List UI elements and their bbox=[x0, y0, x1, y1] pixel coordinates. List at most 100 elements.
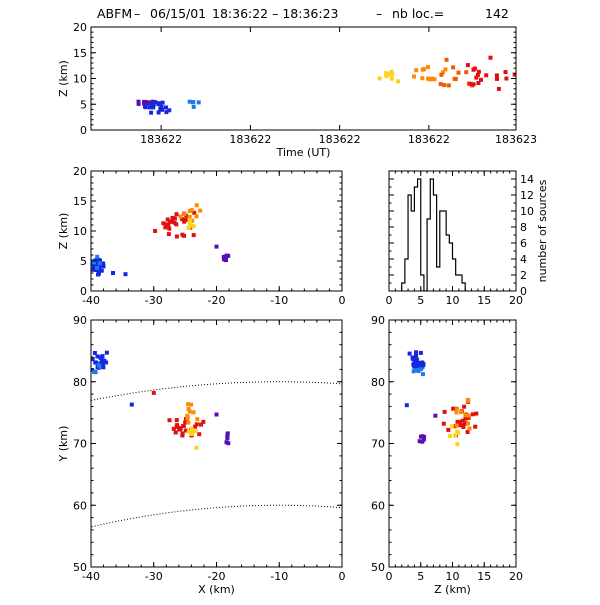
ytick-label-histogram-0: 0 bbox=[520, 285, 527, 298]
source-point-time_height-red bbox=[476, 81, 481, 85]
source-point-time_height-orange bbox=[427, 76, 432, 81]
source-point-zy-blue bbox=[407, 351, 412, 356]
source-point-time_height-red bbox=[468, 81, 473, 86]
source-point-xy-orange bbox=[187, 409, 192, 414]
source-point-xy-single-3 bbox=[194, 445, 199, 450]
plot-area-xy bbox=[91, 350, 342, 528]
xtick-label-xz-4: 0 bbox=[339, 294, 346, 307]
source-point-xy-yellow bbox=[193, 429, 198, 434]
source-point-time_height-red bbox=[476, 69, 481, 74]
source-point-zy-yellow bbox=[455, 429, 460, 434]
xtick-label-xy-2: -20 bbox=[208, 570, 226, 583]
source-point-time_height-blue bbox=[160, 107, 165, 112]
source-point-xz-blue bbox=[101, 261, 106, 266]
source-point-zy-red bbox=[463, 416, 468, 421]
source-point-time_height-violet bbox=[146, 100, 151, 105]
source-point-time_height-red bbox=[471, 67, 476, 72]
source-point-time_height-red bbox=[475, 72, 480, 77]
ytick-label-histogram-1: 2 bbox=[520, 269, 527, 282]
source-point-xy-orange bbox=[186, 407, 191, 411]
source-point-zy-red bbox=[452, 424, 457, 429]
source-point-time_height-red bbox=[512, 72, 516, 77]
source-point-xy-yellow bbox=[186, 429, 191, 434]
source-point-xz-red bbox=[172, 216, 177, 221]
source-point-zy-lightblue bbox=[411, 369, 416, 374]
source-point-zy-blue bbox=[411, 362, 416, 367]
ytick-label-time_height-2: 10 bbox=[73, 73, 87, 86]
figure-title-dash-2: – bbox=[376, 6, 382, 21]
range-arc-1 bbox=[91, 504, 342, 528]
ytick-label-xz-1: 5 bbox=[80, 255, 87, 268]
source-point-time_height-orange bbox=[412, 74, 416, 79]
source-point-zy-orange bbox=[466, 421, 470, 426]
source-point-xy-orange bbox=[186, 402, 191, 407]
source-point-zy-red bbox=[466, 415, 471, 420]
source-point-time_height-orange bbox=[420, 76, 425, 81]
source-point-xy-red bbox=[183, 428, 188, 433]
ytick-label-xy-4: 90 bbox=[73, 314, 87, 327]
source-point-xy-red bbox=[180, 433, 185, 438]
source-point-time_height-blue bbox=[151, 102, 156, 107]
source-point-time_height-blue bbox=[147, 105, 152, 110]
source-point-zy-blue bbox=[410, 356, 415, 361]
ytick-label-zy-4: 90 bbox=[371, 314, 385, 327]
source-point-time_height-red bbox=[488, 55, 493, 60]
source-point-xy-blue bbox=[100, 364, 105, 369]
source-point-time_height-red bbox=[494, 73, 499, 78]
source-point-time_height-darkorange bbox=[442, 83, 447, 88]
source-point-xz-lightblue bbox=[97, 261, 102, 266]
source-point-zy-blue bbox=[413, 357, 418, 362]
figure-title-count: 142 bbox=[485, 6, 509, 21]
xtick-label-xy-4: 0 bbox=[339, 570, 346, 583]
source-point-xz-red bbox=[182, 219, 187, 224]
source-point-xz-red bbox=[170, 216, 175, 220]
source-point-xz-lightblue bbox=[95, 266, 100, 270]
source-point-xy-red bbox=[199, 422, 203, 427]
source-point-zy-violet bbox=[417, 439, 422, 444]
ytick-label-xz-4: 20 bbox=[73, 165, 87, 178]
source-point-xz-yellow bbox=[187, 220, 192, 225]
source-point-xy-single-1 bbox=[151, 390, 156, 395]
source-point-time_height-orange bbox=[443, 67, 448, 72]
source-point-xy-blue bbox=[104, 350, 109, 355]
source-point-xy-red bbox=[175, 424, 179, 429]
source-point-time_height-red bbox=[503, 70, 508, 74]
source-point-xy-red bbox=[178, 426, 183, 430]
source-point-time_height-blue bbox=[156, 110, 161, 115]
source-point-xy-yellow bbox=[190, 428, 194, 433]
source-point-zy-single-1 bbox=[433, 413, 438, 418]
source-point-xz-orange bbox=[194, 203, 199, 208]
source-point-zy-orange bbox=[459, 410, 463, 415]
source-point-zy-lightblue bbox=[419, 367, 424, 372]
xtick-label-zy-3: 15 bbox=[477, 570, 491, 583]
source-point-time_height-blue bbox=[149, 104, 154, 109]
source-point-zy-lightblue bbox=[420, 372, 425, 377]
source-point-xz-red bbox=[174, 234, 179, 239]
frame-xy bbox=[90, 319, 343, 568]
source-point-xy-blue bbox=[92, 351, 97, 355]
ylabel-time_height: Z (km) bbox=[57, 60, 70, 97]
source-point-xz-red bbox=[167, 226, 172, 231]
source-point-xz-yellow bbox=[186, 225, 191, 230]
ytick-label-xz-2: 10 bbox=[73, 225, 87, 238]
source-point-xz-violet bbox=[221, 254, 226, 259]
source-point-zy-red bbox=[451, 406, 456, 411]
ytick-label-histogram-2: 4 bbox=[520, 253, 527, 266]
range-arc-0 bbox=[91, 381, 342, 401]
ytick-label-zy-2: 70 bbox=[371, 438, 385, 451]
ytick-label-histogram-4: 8 bbox=[520, 221, 527, 234]
source-point-zy-violet bbox=[420, 439, 425, 444]
source-point-xy-blue bbox=[93, 360, 98, 365]
xtick-label-zy-0: 0 bbox=[386, 570, 393, 583]
source-point-zy-blue bbox=[416, 362, 420, 366]
source-point-zy-red bbox=[441, 421, 446, 426]
source-point-zy-blue bbox=[418, 350, 423, 355]
source-point-xz-yellow bbox=[188, 218, 192, 223]
source-point-xz-red bbox=[153, 229, 158, 233]
source-point-xy-blue bbox=[100, 358, 105, 363]
figure-title-count-label: nb loc.= bbox=[392, 6, 444, 21]
source-point-zy-red bbox=[442, 409, 447, 414]
xtick-label-time_height-0: 183622 bbox=[140, 133, 182, 146]
source-point-zy-red bbox=[460, 418, 465, 423]
